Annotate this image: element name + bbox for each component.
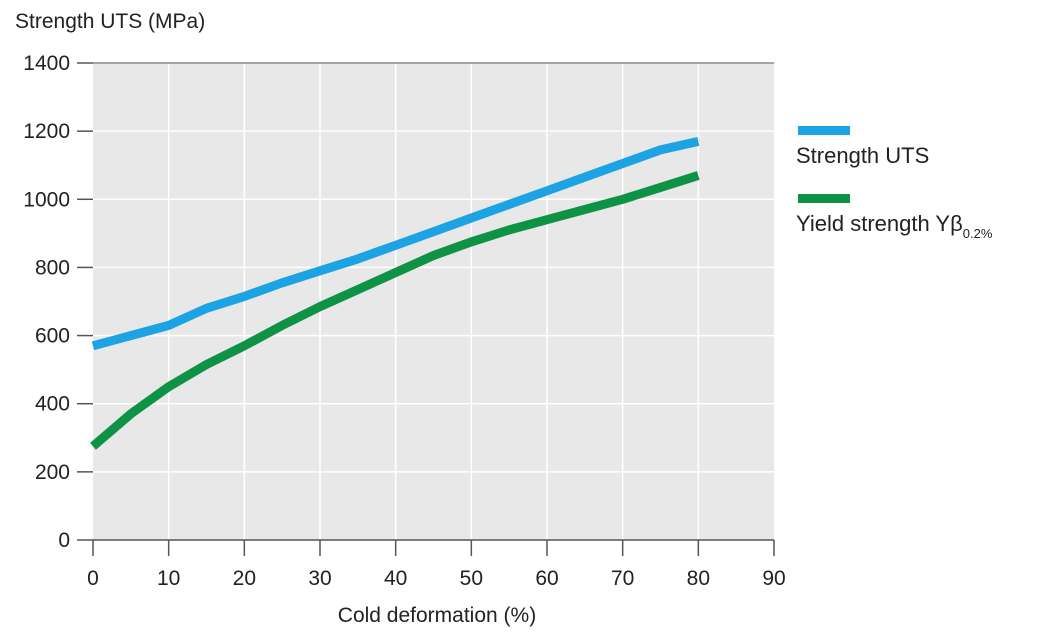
y-tick-label-800: 800 xyxy=(35,256,70,279)
y-tick-label-1400: 1400 xyxy=(23,52,70,75)
axes xyxy=(93,62,774,541)
legend-swatch-yield-strength xyxy=(798,194,850,203)
legend-item-strength-uts: Strength UTS xyxy=(796,126,929,168)
x-ticks: 0 10 20 30 40 50 60 70 80 90 xyxy=(87,540,786,590)
y-tick-label-0: 0 xyxy=(58,529,70,552)
y-tick-label-200: 200 xyxy=(35,461,70,484)
grid xyxy=(93,63,774,540)
y-tick-label-1000: 1000 xyxy=(23,188,70,211)
y-tick-label-400: 400 xyxy=(35,393,70,416)
legend: Strength UTS Yield strength Yβ0.2% xyxy=(796,126,993,241)
y-ticks: 0 200 400 600 800 1000 1200 1400 xyxy=(23,52,93,552)
series-line-strength-uts xyxy=(91,137,700,351)
x-tick-label-70: 70 xyxy=(611,567,634,590)
legend-label-yield-strength-subscript: 0.2% xyxy=(963,226,993,241)
series-lines xyxy=(90,137,700,450)
x-axis-title: Cold deformation (%) xyxy=(338,604,536,627)
y-axis-title: Strength UTS (MPa) xyxy=(15,10,205,33)
y-tick-label-1200: 1200 xyxy=(23,120,70,143)
legend-label-strength-uts: Strength UTS xyxy=(796,143,929,168)
legend-label-yield-strength-main: Yield strength Yβ xyxy=(796,211,963,236)
x-tick-label-40: 40 xyxy=(384,567,407,590)
x-tick-label-60: 60 xyxy=(535,567,558,590)
x-tick-label-90: 90 xyxy=(762,567,785,590)
series-line-yield-strength xyxy=(90,171,700,450)
y-tick-label-600: 600 xyxy=(35,325,70,348)
plot-area xyxy=(93,63,774,540)
x-tick-label-0: 0 xyxy=(87,567,99,590)
legend-swatch-strength-uts xyxy=(798,126,850,135)
x-tick-label-20: 20 xyxy=(233,567,256,590)
legend-label-yield-strength: Yield strength Yβ0.2% xyxy=(796,211,993,241)
x-tick-label-80: 80 xyxy=(687,567,710,590)
x-tick-label-30: 30 xyxy=(308,567,331,590)
x-tick-label-50: 50 xyxy=(460,567,483,590)
x-tick-label-10: 10 xyxy=(157,567,180,590)
legend-item-yield-strength: Yield strength Yβ0.2% xyxy=(796,194,993,241)
